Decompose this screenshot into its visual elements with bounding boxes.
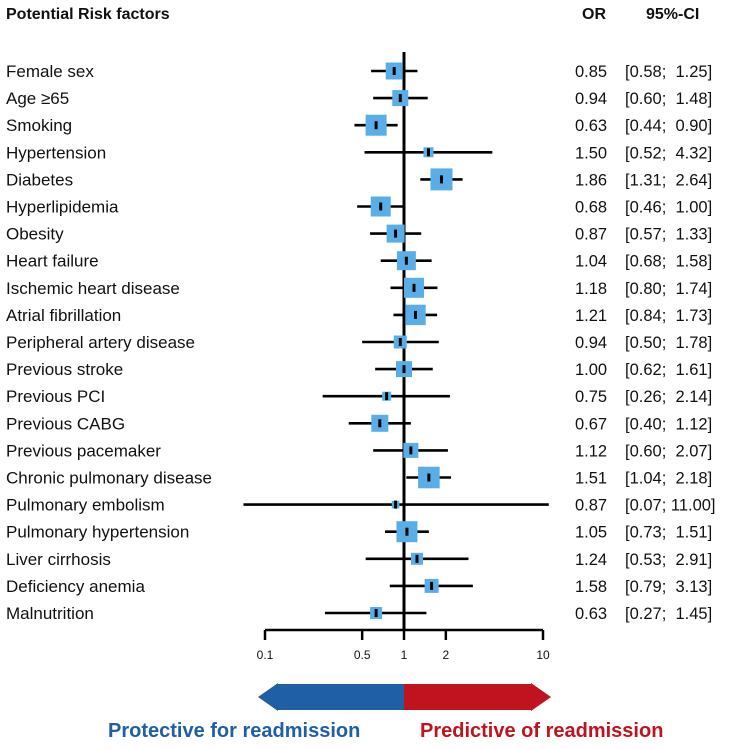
ci-value: [0.50; 1.78]	[625, 334, 712, 352]
factor-label: Pulmonary embolism	[6, 496, 165, 515]
x-tick-label: 0.5	[354, 648, 371, 662]
factor-label: Obesity	[6, 225, 64, 244]
or-value: 1.51	[575, 470, 607, 488]
or-value: 1.58	[575, 578, 607, 596]
ci-value: [0.40; 1.12]	[625, 415, 712, 433]
or-value: 0.68	[575, 199, 607, 217]
ci-value: [0.60; 1.48]	[625, 90, 712, 108]
factor-label: Liver cirrhosis	[6, 550, 111, 569]
factor-label: Hyperlipidemia	[6, 198, 119, 217]
factor-column-header: Potential Risk factors	[6, 6, 170, 23]
or-value: 0.94	[575, 90, 607, 108]
x-tick-label: 2	[442, 648, 449, 662]
ci-value: [0.58; 1.25]	[625, 63, 712, 81]
factor-label: Heart failure	[6, 252, 99, 271]
ci-value: [0.52; 4.32]	[625, 144, 712, 162]
ci-value: [0.79; 3.13]	[625, 578, 712, 596]
factor-label: Hypertension	[6, 143, 106, 162]
factor-label: Ischemic heart disease	[6, 279, 180, 298]
or-value: 1.12	[575, 442, 607, 460]
ci-value: [0.60; 2.07]	[625, 442, 712, 460]
ci-column-header: 95%-CI	[646, 6, 700, 23]
x-tick-label: 10	[536, 648, 550, 662]
or-value: 1.00	[575, 361, 607, 379]
factor-label: Age ≥65	[6, 89, 69, 108]
or-value: 1.50	[575, 144, 607, 162]
or-value: 0.75	[575, 388, 607, 406]
factor-label: Previous stroke	[6, 360, 123, 379]
or-value: 0.94	[575, 334, 607, 352]
or-value: 1.21	[575, 307, 607, 325]
x-tick-label: 0.1	[257, 648, 274, 662]
or-column-header: OR	[582, 6, 606, 23]
ci-value: [0.62; 1.61]	[625, 361, 712, 379]
factor-label: Chronic pulmonary disease	[6, 469, 212, 488]
ci-value: [0.44; 0.90]	[625, 117, 712, 135]
factor-label: Previous CABG	[6, 414, 125, 433]
protective-arrow	[258, 683, 404, 711]
ci-value: [0.80; 1.74]	[625, 280, 712, 298]
protective-label: Protective for readmission	[108, 720, 361, 742]
ci-value: [0.26; 2.14]	[625, 388, 712, 406]
or-value: 0.63	[575, 117, 607, 135]
predictive-arrow	[404, 683, 551, 711]
ci-value: [0.84; 1.73]	[625, 307, 712, 325]
or-value: 1.04	[575, 253, 607, 271]
ci-value: [1.04; 2.18]	[625, 470, 712, 488]
ci-value: [0.46; 1.00]	[625, 199, 712, 217]
factor-label: Female sex	[6, 62, 94, 81]
ci-value: [0.07; 11.00]	[625, 497, 716, 515]
or-value: 1.86	[575, 171, 607, 189]
or-value: 1.05	[575, 524, 607, 542]
or-value: 0.87	[575, 497, 607, 515]
or-value: 1.24	[575, 551, 607, 569]
predictive-label: Predictive of readmission	[420, 720, 664, 742]
or-value: 1.18	[575, 280, 607, 298]
factor-label: Deficiency anemia	[6, 577, 145, 596]
factor-label: Diabetes	[6, 170, 73, 189]
factor-label: Malnutrition	[6, 604, 94, 623]
factor-label: Previous PCI	[6, 387, 105, 406]
factor-label: Pulmonary hypertension	[6, 523, 189, 542]
or-value: 0.85	[575, 63, 607, 81]
ci-value: [0.57; 1.33]	[625, 226, 712, 244]
ci-value: [0.27; 1.45]	[625, 605, 712, 623]
factor-label: Smoking	[6, 116, 72, 135]
factor-label: Atrial fibrillation	[6, 306, 121, 325]
ci-value: [0.73; 1.51]	[625, 524, 712, 542]
or-value: 0.87	[575, 226, 607, 244]
ci-value: [1.31; 2.64]	[625, 171, 712, 189]
ci-value: [0.53; 2.91]	[625, 551, 712, 569]
or-value: 0.67	[575, 415, 607, 433]
or-value: 0.63	[575, 605, 607, 623]
factor-label: Peripheral artery disease	[6, 333, 195, 352]
ci-value: [0.68; 1.58]	[625, 253, 712, 271]
factor-label: Previous pacemaker	[6, 441, 161, 460]
x-tick-label: 1	[401, 648, 408, 662]
